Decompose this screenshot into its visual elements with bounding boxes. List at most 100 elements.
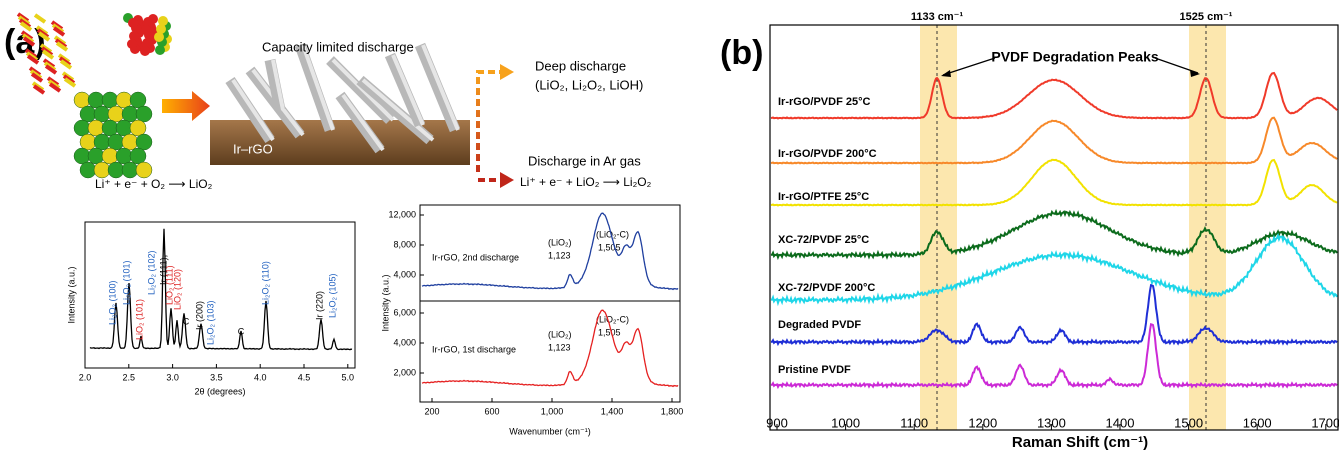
atom: [115, 119, 133, 137]
atom: [93, 133, 111, 151]
series-label: Ir-rGO/PTFE 25°C: [778, 191, 869, 203]
rod-edge: [331, 58, 395, 122]
xrd-frame: [84, 221, 356, 369]
peak-label: (LiO₂): [548, 237, 572, 247]
series-label: Ir-rGO, 2nd discharge: [432, 252, 519, 262]
peak-label: (LiO₂): [548, 329, 572, 339]
rod: [384, 52, 426, 128]
x-tick-label: 1200: [968, 415, 997, 430]
bond: [37, 31, 51, 42]
spectrum: [770, 158, 1338, 207]
atom: [101, 91, 119, 109]
x-tick-label: 1,000: [541, 406, 564, 416]
spectrum: [770, 283, 1338, 347]
peak-label: LiO₂ (111): [164, 265, 174, 305]
atom: [87, 147, 105, 165]
atom: [87, 91, 105, 109]
series-label: Pristine PVDF: [778, 364, 851, 376]
bracket: [476, 70, 500, 182]
atom: [135, 105, 153, 123]
x-tick-label: 1000: [831, 415, 860, 430]
bond: [52, 26, 66, 37]
peak-label: Ir (220): [314, 291, 324, 320]
raman-curve: [421, 309, 679, 388]
peak-value: 1,505: [598, 242, 621, 252]
rod-edge: [341, 93, 385, 152]
spectrum: [770, 323, 1338, 390]
atom: [79, 133, 97, 151]
arrow: [162, 91, 210, 121]
atom: [73, 119, 91, 137]
plot-frame: [769, 24, 1339, 431]
atom: [73, 147, 91, 165]
x-tick-label: 3.5: [210, 372, 223, 382]
peak-value: 1,123: [548, 250, 571, 260]
atom: [141, 25, 151, 35]
deep-discharge: Deep discharge: [535, 58, 626, 73]
atom: [79, 105, 97, 123]
atom: [93, 105, 111, 123]
series-label: Ir-rGO/PVDF 200°C: [778, 148, 877, 160]
x-axis-label: 2θ (degrees): [194, 386, 245, 396]
x-axis-label: Wavenumber (cm⁻¹): [509, 426, 590, 436]
x-tick-label: 2.5: [123, 372, 136, 382]
atom: [127, 39, 137, 49]
peak-label: LiO₂ (120): [172, 269, 182, 310]
atom: [142, 38, 152, 48]
y-tick-label: 6,000: [393, 307, 416, 317]
x-tick-label: 4.5: [298, 372, 311, 382]
spectrum: [770, 71, 1338, 120]
x-tick-label: 1,400: [601, 406, 624, 416]
x-tick-label: 4.0: [254, 372, 267, 382]
equation: Li⁺ + e⁻ + O₂ ⟶ LiO₂: [95, 177, 213, 191]
atom-models: [16, 12, 172, 179]
bond: [55, 41, 69, 52]
peak-label: C: [238, 326, 245, 336]
atom: [129, 31, 139, 41]
rod-edge: [231, 78, 275, 142]
bond: [26, 54, 40, 65]
highlight-band: [1189, 25, 1226, 430]
peak-label: C: [183, 316, 190, 326]
peak-label: Li₂O₂ (105): [327, 273, 337, 318]
series-label: Degraded PVDF: [778, 319, 861, 331]
atom: [87, 119, 105, 137]
rod: [335, 91, 385, 154]
series-label: XC-72/PVDF 200°C: [778, 282, 875, 294]
x-tick-label: 200: [424, 406, 439, 416]
series-label: XC-72/PVDF 25°C: [778, 234, 869, 246]
x-tick-label: 1100: [900, 415, 928, 430]
atom: [140, 46, 150, 56]
rod: [294, 43, 336, 132]
raman-curve: [421, 212, 679, 291]
atom: [121, 161, 139, 179]
atom: [128, 18, 138, 28]
y-tick-label: 2,000: [393, 367, 416, 377]
xrd-curve: [89, 228, 353, 351]
y-axis-label: Intensity (a.u.): [66, 266, 76, 323]
series-label: Ir-rGO, 1st discharge: [432, 344, 516, 354]
x-tick-label: 1300: [1037, 415, 1066, 430]
rod: [264, 58, 286, 112]
atom: [129, 147, 147, 165]
bond: [19, 21, 33, 32]
rod-edge: [391, 54, 425, 126]
atom: [129, 119, 147, 137]
y-tick-label: 4,000: [393, 269, 416, 279]
rod: [225, 76, 275, 144]
atom: [107, 133, 125, 151]
x-tick-label: 900: [766, 415, 788, 430]
ar-discharge: Discharge in Ar gas: [528, 153, 641, 168]
x-tick-label: 3.0: [166, 372, 179, 382]
bond: [48, 82, 62, 93]
bond: [33, 13, 47, 24]
atom: [155, 45, 165, 55]
schematic-title: Capacity limited discharge: [262, 39, 414, 54]
bond: [44, 64, 58, 75]
annotation: PVDF Degradation Peaks: [991, 49, 1158, 65]
peak-label: Li₂O₂ (102): [146, 250, 156, 295]
peak-label: Li₂O₂ (103): [205, 300, 215, 345]
arrow-head: [500, 172, 514, 188]
